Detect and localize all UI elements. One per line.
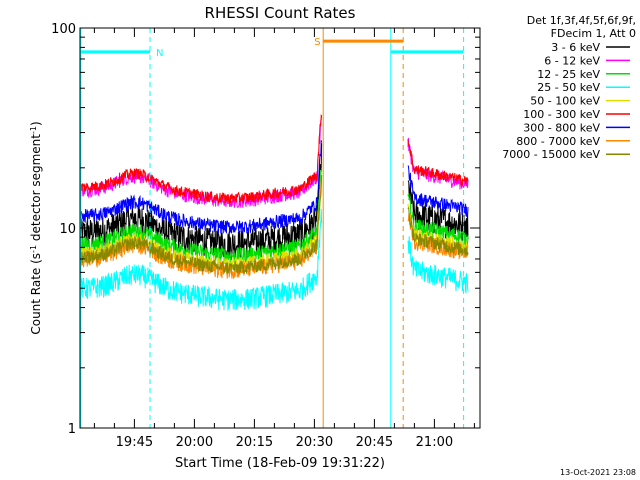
- legend-label-0: 3 - 6 keV: [551, 41, 600, 54]
- flag-bar-label-1: S: [314, 37, 320, 48]
- flag-bar-label-0: N: [156, 48, 163, 59]
- axis-layer: 1 10 100 19:45 20:00 20:15 20:30 20:45 21:00: [51, 22, 480, 450]
- y-tick-label-0: 1: [68, 422, 76, 437]
- legend-label-7: 800 - 7000 keV: [516, 135, 600, 148]
- y-tick-label-1: 10: [59, 222, 76, 237]
- legend-label-6: 300 - 800 keV: [523, 121, 600, 134]
- y-axis-label-mid: detector segment: [29, 134, 43, 245]
- x-tick-label-0: 19:45: [116, 435, 153, 450]
- y-tick-label-2: 100: [51, 22, 76, 37]
- x-tick-label-2: 20:15: [236, 435, 273, 450]
- legend: Det 1f,3f,4f,5f,6f,9f, FDecim 1, Att 0 3…: [502, 14, 636, 161]
- x-tick-label-5: 21:00: [416, 435, 453, 450]
- x-tick-label-3: 20:30: [296, 435, 333, 450]
- legend-label-5: 100 - 300 keV: [523, 108, 600, 121]
- y-axis-label-sup2: -1: [29, 126, 38, 134]
- legend-label-8: 7000 - 15000 keV: [502, 148, 600, 161]
- y-axis-label-main: Count Rate (s: [29, 253, 43, 335]
- y-axis-label-sup1: -1: [29, 245, 38, 253]
- legend-label-1: 6 - 12 keV: [544, 54, 600, 67]
- legend-header-line-2: FDecim 1, Att 0: [551, 27, 636, 40]
- footer-timestamp: 13-Oct-2021 23:08: [560, 468, 636, 477]
- legend-header-line-1: Det 1f,3f,4f,5f,6f,9f,: [527, 14, 636, 27]
- series-line-300-800kev: [79, 140, 469, 235]
- legend-label-2: 12 - 25 keV: [537, 68, 600, 81]
- legend-label-4: 50 - 100 keV: [530, 95, 600, 108]
- series-line-7000-15000kev: [79, 175, 469, 275]
- y-axis-label-end: ): [29, 121, 43, 126]
- legend-label-3: 25 - 50 keV: [537, 81, 600, 94]
- x-axis-label: Start Time (18-Feb-09 19:31:22): [175, 456, 385, 471]
- series-layer: [79, 114, 469, 311]
- x-tick-label-1: 20:00: [176, 435, 213, 450]
- series-line-12-25kev: [79, 168, 469, 265]
- series-line-100-300kev: [79, 114, 469, 204]
- chart-title: RHESSI Count Rates: [205, 4, 356, 22]
- y-axis-label: Count Rate (s-1 detector segment-1): [29, 121, 44, 334]
- x-tick-label-4: 20:45: [356, 435, 393, 450]
- series-line-25-50kev: [79, 208, 469, 311]
